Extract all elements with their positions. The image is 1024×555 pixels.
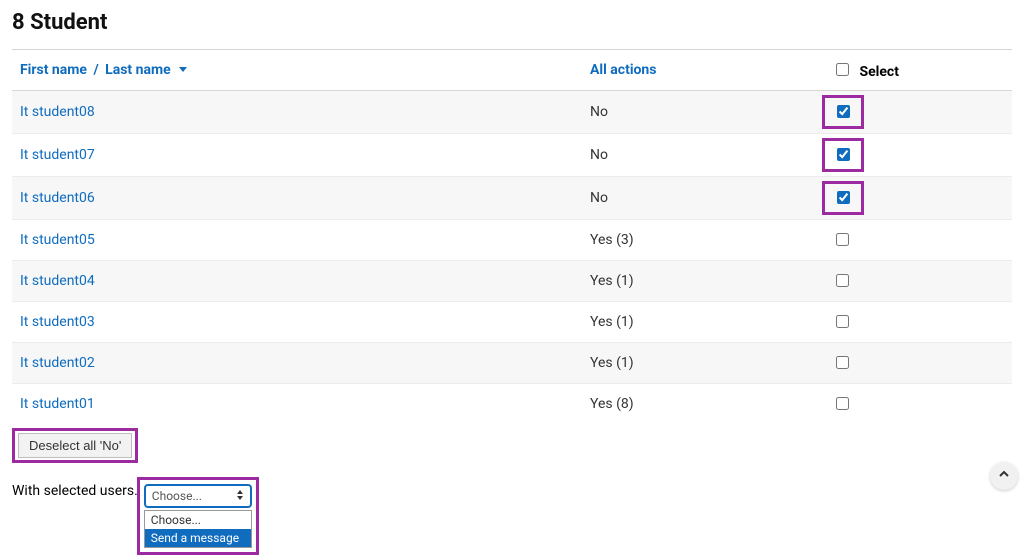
student-table: First name / Last name All actions Selec… [12,49,1012,424]
actions-cell: Yes (3) [582,220,832,261]
action-select-option[interactable]: Choose... [145,511,251,529]
table-row: It student02 Yes (1) [12,343,1012,384]
checkbox-wrap [832,271,852,291]
dropdown-highlight: Choose... Choose...Send a message [137,477,259,555]
col-header-select[interactable]: Select [832,50,1012,91]
row-select-checkbox[interactable] [836,356,849,369]
col-header-actions: All actions [582,50,832,91]
checkbox-wrap [832,312,852,332]
action-select[interactable]: Choose... [144,484,252,508]
page-title: 8 Student [12,10,1012,35]
checkbox-wrap [832,230,852,250]
table-row: It student01 Yes (8) [12,384,1012,425]
table-row: It student07 No [12,134,1012,177]
student-name-link[interactable]: It student08 [20,104,95,120]
sort-desc-icon [178,62,188,78]
checkbox-highlight [822,95,864,129]
with-selected-row: With selected users. Choose... Choose...… [12,477,1012,555]
row-select-checkbox[interactable] [836,274,849,287]
table-row: It student08 No [12,91,1012,134]
student-name-link[interactable]: It student05 [20,232,95,248]
row-select-checkbox[interactable] [837,148,850,161]
table-row: It student03 Yes (1) [12,302,1012,343]
actions-cell: Yes (1) [582,343,832,384]
actions-cell: No [582,134,832,177]
sort-last-name[interactable]: Last name [105,62,171,78]
student-name-link[interactable]: It student06 [20,190,95,206]
action-select-list: Choose...Send a message [144,510,252,548]
row-select-checkbox[interactable] [837,191,850,204]
student-name-link[interactable]: It student01 [20,396,95,412]
student-name-link[interactable]: It student04 [20,273,95,289]
table-row: It student05 Yes (3) [12,220,1012,261]
row-select-checkbox[interactable] [836,315,849,328]
chevron-up-icon [998,468,1010,484]
student-name-link[interactable]: It student02 [20,355,95,371]
header-separator: / [90,62,101,78]
chevron-updown-icon [236,489,244,504]
with-selected-label: With selected users. [12,477,138,499]
select-all-label: Select [859,64,898,80]
row-select-checkbox[interactable] [836,397,849,410]
actions-cell: Yes (1) [582,302,832,343]
actions-cell: Yes (8) [582,384,832,425]
deselect-highlight: Deselect all 'No' [12,428,138,463]
select-all-checkbox[interactable] [836,63,849,76]
student-name-link[interactable]: It student03 [20,314,95,330]
row-select-checkbox[interactable] [837,105,850,118]
student-name-link[interactable]: It student07 [20,147,95,163]
checkbox-wrap [832,353,852,373]
action-select-value: Choose... [152,489,202,503]
actions-cell: Yes (1) [582,261,832,302]
row-select-checkbox[interactable] [836,233,849,246]
action-select-option[interactable]: Send a message [145,529,251,547]
checkbox-highlight [822,181,864,215]
actions-cell: No [582,91,832,134]
table-row: It student06 No [12,177,1012,220]
scroll-top-button[interactable] [990,462,1018,490]
checkbox-highlight [822,138,864,172]
table-row: It student04 Yes (1) [12,261,1012,302]
checkbox-wrap [832,394,852,414]
sort-first-name[interactable]: First name [20,62,87,78]
deselect-all-no-button[interactable]: Deselect all 'No' [18,433,132,458]
col-header-name[interactable]: First name / Last name [12,50,582,91]
actions-cell: No [582,177,832,220]
